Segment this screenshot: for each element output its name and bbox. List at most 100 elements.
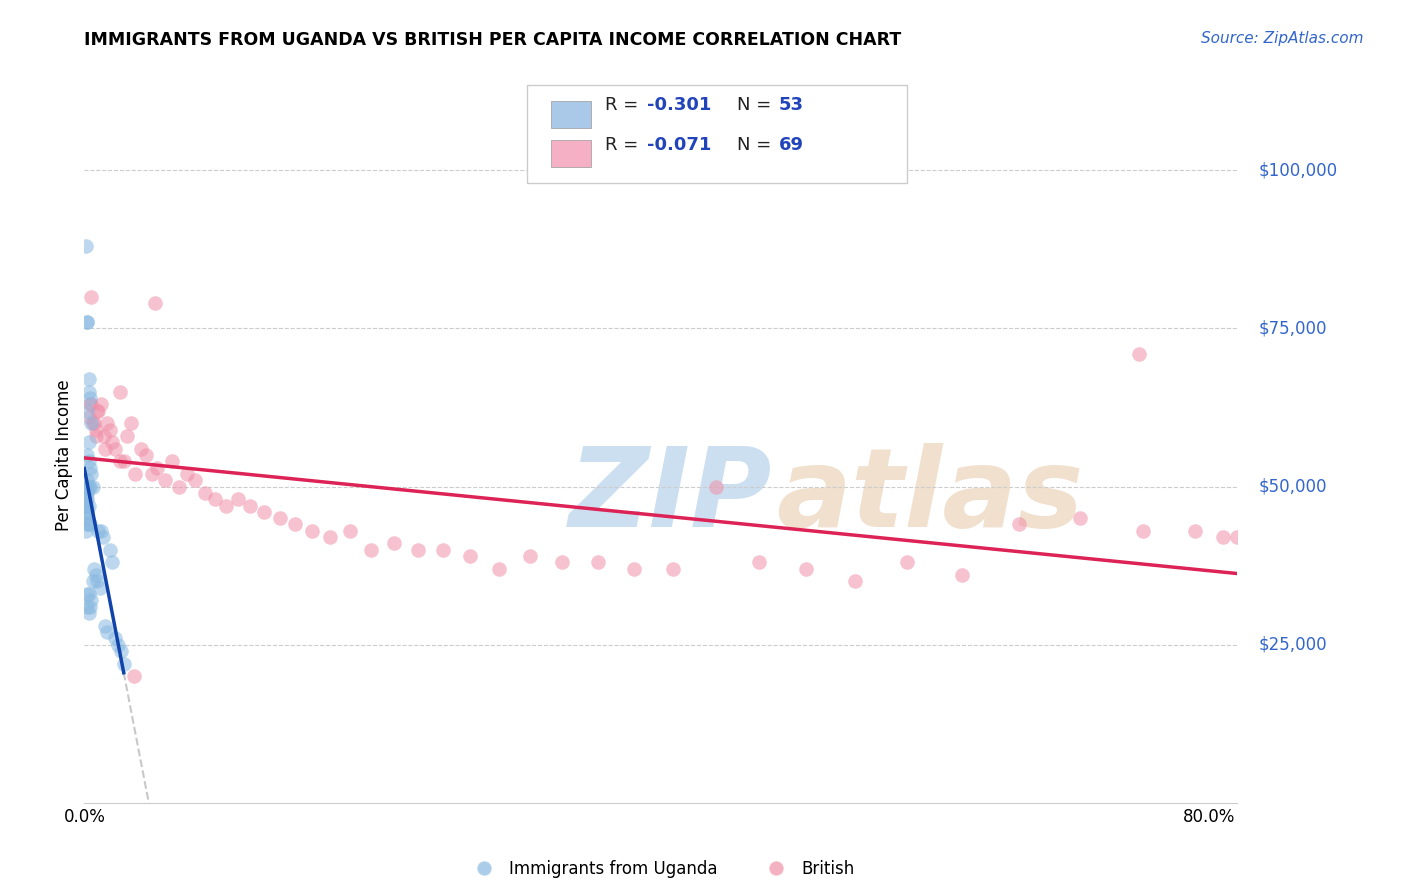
Point [1132,524,1154,538]
Point [226,492,249,507]
Point [623,562,645,576]
Point [253,505,276,519]
Point [77,454,100,468]
Point [96,417,118,431]
Point [90,397,112,411]
Text: $100,000: $100,000 [1258,161,1337,179]
Point [84,429,107,443]
Point [83,417,105,431]
Point [76,492,98,507]
Point [79,397,101,411]
Point [79,517,101,532]
Point [104,632,127,646]
Point [406,542,429,557]
Point [1226,530,1249,544]
Point [488,562,510,576]
Point [360,542,382,557]
Point [458,549,481,563]
Text: 53: 53 [779,96,804,114]
Point [75,486,97,500]
Point [153,473,176,487]
Point [239,499,262,513]
Point [110,644,132,658]
Text: -0.301: -0.301 [647,96,711,114]
Point [82,479,104,493]
Point [551,556,574,570]
Point [77,587,100,601]
Point [77,384,100,399]
Point [82,574,104,589]
Point [91,530,114,544]
Text: Source: ZipAtlas.com: Source: ZipAtlas.com [1201,31,1364,46]
Point [82,417,104,431]
Point [75,499,97,513]
Y-axis label: Per Capita Income: Per Capita Income [55,379,73,531]
Point [80,417,103,431]
Point [135,448,157,462]
Text: 69: 69 [779,136,804,153]
Point [76,599,98,614]
Legend: Immigrants from Uganda, British: Immigrants from Uganda, British [461,854,860,885]
Text: ZIP: ZIP [568,443,772,550]
Point [80,397,103,411]
Point [84,568,107,582]
Point [748,556,770,570]
Point [176,467,198,481]
Point [339,524,361,538]
Point [84,423,107,437]
Text: atlas: atlas [776,443,1084,550]
Text: R =: R = [605,96,644,114]
Point [115,429,138,443]
Point [79,479,101,493]
Point [269,511,291,525]
Point [96,625,118,640]
Point [76,587,98,601]
Point [129,442,152,456]
Point [101,556,124,570]
Point [75,517,97,532]
Point [87,403,110,417]
Point [98,423,121,437]
Point [93,429,115,443]
Point [950,568,973,582]
Text: R =: R = [605,136,644,153]
Point [83,562,105,576]
Text: $50,000: $50,000 [1258,477,1327,496]
Text: IMMIGRANTS FROM UGANDA VS BRITISH PER CAPITA INCOME CORRELATION CHART: IMMIGRANTS FROM UGANDA VS BRITISH PER CA… [84,31,901,49]
Point [112,657,135,671]
Point [124,467,146,481]
Point [77,517,100,532]
Point [75,505,97,519]
Point [89,581,111,595]
Point [77,435,100,450]
Point [167,479,190,493]
Point [104,442,127,456]
Point [90,524,112,538]
Point [76,403,98,417]
Point [86,403,108,417]
Point [794,562,817,576]
Point [141,467,163,481]
Point [76,505,98,519]
Point [79,460,101,475]
Point [107,638,129,652]
Point [75,239,97,253]
Point [79,391,101,405]
Point [101,435,124,450]
Point [896,556,918,570]
Point [76,473,98,487]
Point [75,524,97,538]
Point [108,454,131,468]
Point [76,448,98,462]
Point [80,593,103,607]
Point [319,530,342,544]
Point [86,574,108,589]
Point [108,384,131,399]
Point [77,409,100,424]
Point [301,524,323,538]
Point [382,536,405,550]
Point [94,442,117,456]
Point [1184,524,1206,538]
Point [143,296,166,310]
Point [76,315,98,329]
